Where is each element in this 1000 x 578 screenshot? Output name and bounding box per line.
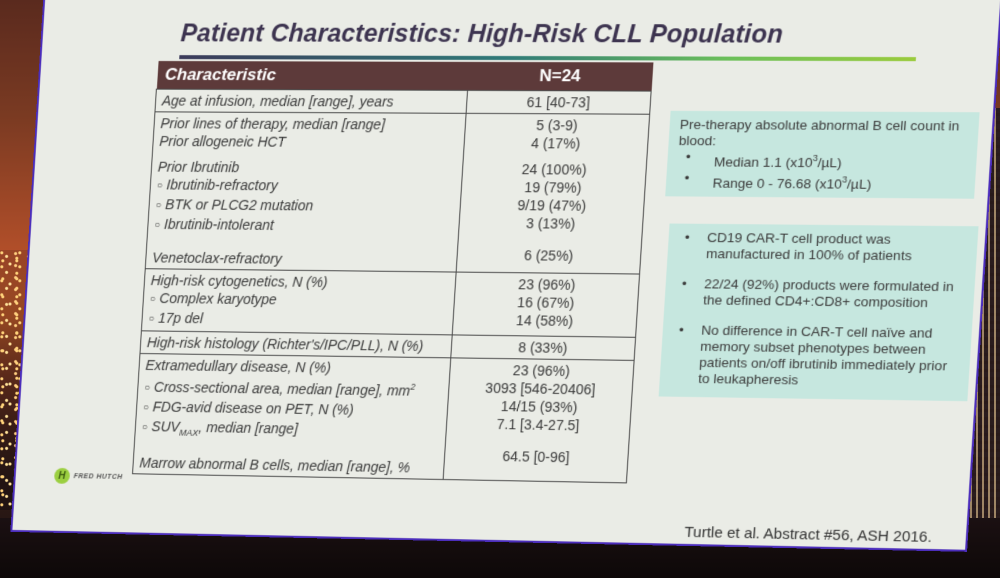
label-venetoclax: Venetoclax-refractory <box>151 249 283 267</box>
list-item: • No difference in CAR-T cell naïve and m… <box>671 322 959 391</box>
table-row: Age at infusion, median [range], years 6… <box>154 89 652 115</box>
value-age: 61 [40-73] <box>526 94 591 111</box>
b-cell-count-box: Pre-therapy absolute abnormal B cell cou… <box>665 110 980 199</box>
citation: Turtle et al. Abstract #56, ASH 2016. <box>683 523 933 546</box>
value-histology: 8 (33%) <box>517 339 568 356</box>
label-btk-plcg2: BTK or PLCG2 mutation <box>164 196 314 214</box>
sub-item: ○ Ibrutinib-intolerant <box>154 215 453 238</box>
row-value: 23 (96%) 3093 [546-20406] 14/15 (93%) 7.… <box>443 357 635 484</box>
finding-text: No difference in CAR-T cell naïve and me… <box>697 322 948 388</box>
value-venetoclax: 6 (25%) <box>523 247 574 264</box>
logo-text: FRED HUTCH <box>73 472 123 481</box>
value-marrow: 64.5 [0-96] <box>502 448 571 466</box>
label-suv-rest: , median [range] <box>198 418 299 437</box>
hollow-bullet-icon: ○ <box>142 402 150 413</box>
bullet-icon: • <box>678 322 685 338</box>
slide-title: Patient Characteristics: High-Risk CLL P… <box>179 19 784 49</box>
box2-list: • CD19 CAR-T cell product was manufacture… <box>671 230 965 391</box>
label-17p-del: 17p del <box>157 309 204 327</box>
value-prior-ibrutinib: 24 (100%) <box>521 161 588 178</box>
row-label: High-risk cytogenetics, N (%) ○ Complex k… <box>141 268 457 335</box>
characteristics-table: Characteristic N=24 Age at infusion, med… <box>132 61 653 484</box>
subscript: MAX <box>178 427 199 438</box>
value-btk-plcg2: 9/19 (47%) <box>517 197 587 214</box>
hollow-bullet-icon: ○ <box>143 382 151 394</box>
header-characteristic: Characteristic <box>156 61 470 91</box>
list-item: • 22/24 (92%) products were formulated in… <box>676 276 962 312</box>
hollow-bullet-icon: ○ <box>153 219 161 231</box>
value-ibrutinib-refractory: 19 (79%) <box>523 179 582 196</box>
row-value: 5 (3-9) 4 (17%) 24 (100%) 19 (79%) 9/19 … <box>456 113 650 275</box>
slide-content: Patient Characteristics: High-Risk CLL P… <box>53 0 1000 550</box>
row-label: Prior lines of therapy, median [range] P… <box>145 111 467 273</box>
hollow-bullet-icon: ○ <box>155 200 162 212</box>
row-value: 61 [40-73] <box>466 90 652 115</box>
hollow-bullet-icon: ○ <box>149 293 156 305</box>
label-age: Age at infusion, median [range], years <box>161 92 395 110</box>
label-suv: SUV <box>151 417 181 435</box>
value-prior-hct: 4 (17%) <box>530 135 581 152</box>
label-prior-hct: Prior allogeneic HCT <box>159 133 287 150</box>
bullet-icon: • <box>685 149 692 165</box>
sub-item: ○ 17p del <box>148 309 447 333</box>
label-fdg-avid: FDG-avid disease on PET, N (%) <box>152 398 355 418</box>
value-17p-del: 14 (58%) <box>515 312 574 329</box>
box1-heading: Pre-therapy absolute abnormal B cell cou… <box>678 116 960 149</box>
row-label: Age at infusion, median [range], years <box>154 89 468 114</box>
box1-list: • Median 1.1 (x103/µL) • Range 0 - 76.68 (… <box>676 149 967 192</box>
unit: /µL) <box>817 154 843 170</box>
value-prior-lines: 5 (3-9) <box>535 117 579 134</box>
hollow-bullet-icon: ○ <box>148 313 155 325</box>
label-prior-lines: Prior lines of therapy, median [range] <box>160 115 386 133</box>
label-cross-sectional: Cross-sectional area, median [range], mm <box>153 378 411 399</box>
bullet-icon: • <box>681 276 688 292</box>
table-row: Extramedullary disease, N (%) ○ Cross-sec… <box>132 353 635 484</box>
sub-item: ○ Ibrutinib-refractory <box>156 176 455 198</box>
label-ibrutinib-refractory: Ibrutinib-refractory <box>166 176 279 194</box>
list-item: • Range 0 - 76.68 (x103/µL) <box>676 170 966 193</box>
list-item: • CD19 CAR-T cell product was manufacture… <box>679 230 965 265</box>
superscript: 2 <box>410 381 416 392</box>
unit: /µL) <box>846 175 872 191</box>
sub-item: ○ BTK or PLCG2 mutation <box>155 195 454 217</box>
table-row: Prior lines of therapy, median [range] P… <box>145 111 650 275</box>
hollow-bullet-icon: ○ <box>141 421 148 433</box>
fred-hutch-logo-icon: H <box>53 467 71 484</box>
list-item: • Median 1.1 (x103/µL) <box>677 149 967 172</box>
finding-text: CD19 CAR-T cell product was manufactured… <box>705 229 913 264</box>
fred-hutch-logo: H FRED HUTCH <box>53 467 123 485</box>
box1-range: Range 0 - 76.68 (x10 <box>712 174 843 191</box>
label-complex-karyotype: Complex karyotype <box>159 290 278 308</box>
label-prior-ibrutinib: Prior Ibrutinib <box>157 158 240 176</box>
header-n: N=24 <box>467 61 653 92</box>
label-ibrutinib-intolerant: Ibrutinib-intolerant <box>163 216 275 233</box>
car-t-findings-box: • CD19 CAR-T cell product was manufacture… <box>658 223 979 402</box>
presentation-slide: Patient Characteristics: High-Risk CLL P… <box>12 0 1000 550</box>
label-histology: High-risk histology (Richter's/IPC/PLL),… <box>146 334 424 354</box>
table-header-row: Characteristic N=24 <box>156 61 653 92</box>
bullet-icon: • <box>684 229 691 245</box>
title-underline <box>179 55 917 62</box>
hollow-bullet-icon: ○ <box>156 180 163 192</box>
finding-text: 22/24 (92%) products were formulated in … <box>702 276 955 311</box>
row-label: Extramedullary disease, N (%) ○ Cross-sec… <box>132 353 451 480</box>
row-value: 8 (33%) <box>450 334 636 361</box>
value-complex-karyotype: 16 (67%) <box>516 294 575 311</box>
bullet-icon: • <box>684 169 690 185</box>
value-ibrutinib-intolerant: 3 (13%) <box>525 215 576 232</box>
table-row: High-risk cytogenetics, N (%) ○ Complex k… <box>141 268 640 338</box>
value-cytogenetics: 23 (96%) <box>517 276 576 293</box>
box1-median: Median 1.1 (x10 <box>713 153 814 170</box>
row-value: 23 (96%) 16 (67%) 14 (58%) <box>452 272 640 338</box>
